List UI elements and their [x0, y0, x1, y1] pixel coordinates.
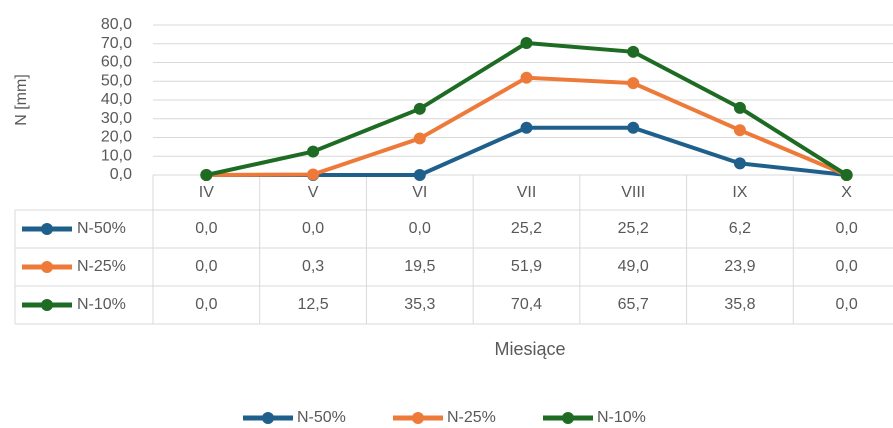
y-axis-title: N [mm]	[13, 74, 30, 126]
legend-label: N-10%	[597, 409, 646, 426]
point	[307, 145, 320, 158]
y-tick-label: 40,0	[101, 91, 132, 108]
table-cell: 0,0	[409, 220, 431, 237]
x-tick-label: VI	[412, 184, 427, 201]
x-axis-title: Miesiące	[494, 339, 565, 359]
point	[733, 124, 746, 137]
table-cell: 35,8	[724, 296, 755, 313]
y-tick-label: 70,0	[101, 35, 132, 52]
table-cell: 35,3	[404, 296, 435, 313]
table-cell: 70,4	[511, 296, 542, 313]
point	[733, 157, 746, 170]
table-cell: 0,0	[836, 258, 858, 275]
table-cell: 12,5	[298, 296, 329, 313]
point	[627, 77, 640, 90]
x-tick-label: IV	[199, 184, 214, 201]
table-cell: 0,0	[836, 296, 858, 313]
table-cell: 49,0	[618, 258, 649, 275]
table-cell: 0,0	[836, 220, 858, 237]
table-legend-label: N-25%	[77, 258, 126, 275]
y-tick-label: 20,0	[101, 129, 132, 146]
table-cell: 0,3	[302, 258, 324, 275]
x-tick-label: X	[841, 184, 852, 201]
x-tick-label: V	[308, 184, 319, 201]
point	[307, 168, 320, 181]
table-cell: 51,9	[511, 258, 542, 275]
legend-marker	[41, 223, 53, 235]
x-tick-label: VII	[517, 184, 537, 201]
table-cell: 23,9	[724, 258, 755, 275]
point	[413, 132, 426, 145]
point	[200, 169, 213, 181]
y-tick-label: 10,0	[101, 147, 132, 164]
y-tick-label: 50,0	[101, 72, 132, 89]
point	[840, 169, 853, 181]
point	[413, 169, 426, 181]
table-cell: 25,2	[618, 220, 649, 237]
point	[627, 121, 640, 134]
table-cell: 6,2	[729, 220, 751, 237]
x-tick-label: IX	[732, 184, 747, 201]
legend-marker	[41, 299, 53, 311]
legend-marker	[262, 412, 274, 424]
point	[733, 101, 746, 114]
point	[520, 71, 533, 84]
point	[520, 121, 533, 134]
table-cell: 0,0	[195, 296, 217, 313]
table-cell: 0,0	[302, 220, 324, 237]
y-tick-label: 0,0	[110, 166, 132, 183]
point	[413, 102, 426, 115]
table-cell: 65,7	[618, 296, 649, 313]
legend-label: N-50%	[297, 409, 346, 426]
legend-marker	[412, 412, 424, 424]
point	[520, 37, 533, 49]
y-tick-label: 30,0	[101, 110, 132, 127]
y-tick-label: 80,0	[101, 16, 132, 33]
table-cell: 0,0	[195, 258, 217, 275]
table-cell: 25,2	[511, 220, 542, 237]
table-cell: 0,0	[195, 220, 217, 237]
table-legend-label: N-10%	[77, 296, 126, 313]
table-legend-label: N-50%	[77, 220, 126, 237]
point	[627, 45, 640, 58]
legend-marker	[562, 412, 574, 424]
table-cell: 19,5	[404, 258, 435, 275]
x-tick-label: VIII	[621, 184, 645, 201]
y-tick-label: 60,0	[101, 54, 132, 71]
legend-label: N-25%	[447, 409, 496, 426]
legend-marker	[41, 261, 53, 273]
